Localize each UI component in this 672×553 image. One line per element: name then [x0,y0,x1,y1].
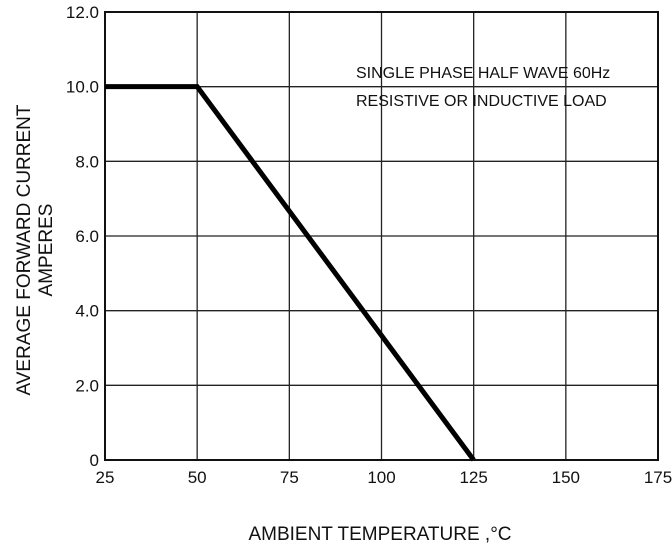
x-tick-label: 175 [644,468,672,487]
x-axis-label: AMBIENT TEMPERATURE ,°C [248,524,511,545]
y-axis-label-line-2: AMPERES [36,204,57,297]
annotation-line-2: RESISTIVE OR INDUCTIVE LOAD [356,93,607,110]
derating-curve [105,84,476,462]
y-tick-label: 2.0 [75,376,99,395]
x-tick-labels: 25 50 75 100 125 150 175 [96,468,672,487]
y-tick-label: 12.0 [66,3,99,22]
annotation-line-1: SINGLE PHASE HALF WAVE 60Hz [356,65,610,82]
y-tick-label: 4.0 [75,302,99,321]
x-tick-label: 100 [367,468,395,487]
y-tick-label: 10.0 [66,78,99,97]
y-tick-label: 8.0 [75,152,99,171]
y-axis-label-line-1: AVERAGE FORWARD CURRENT [14,104,35,395]
y-tick-label: 6.0 [75,227,99,246]
x-tick-label: 150 [552,468,580,487]
x-tick-label: 125 [459,468,487,487]
plot-frame [104,11,659,461]
y-tick-labels: 0 2.0 4.0 6.0 8.0 10.0 12.0 [66,3,99,470]
x-tick-label: 50 [188,468,207,487]
x-tick-label: 75 [280,468,299,487]
x-tick-label: 25 [96,468,115,487]
y-tick-label: 0 [90,451,99,470]
